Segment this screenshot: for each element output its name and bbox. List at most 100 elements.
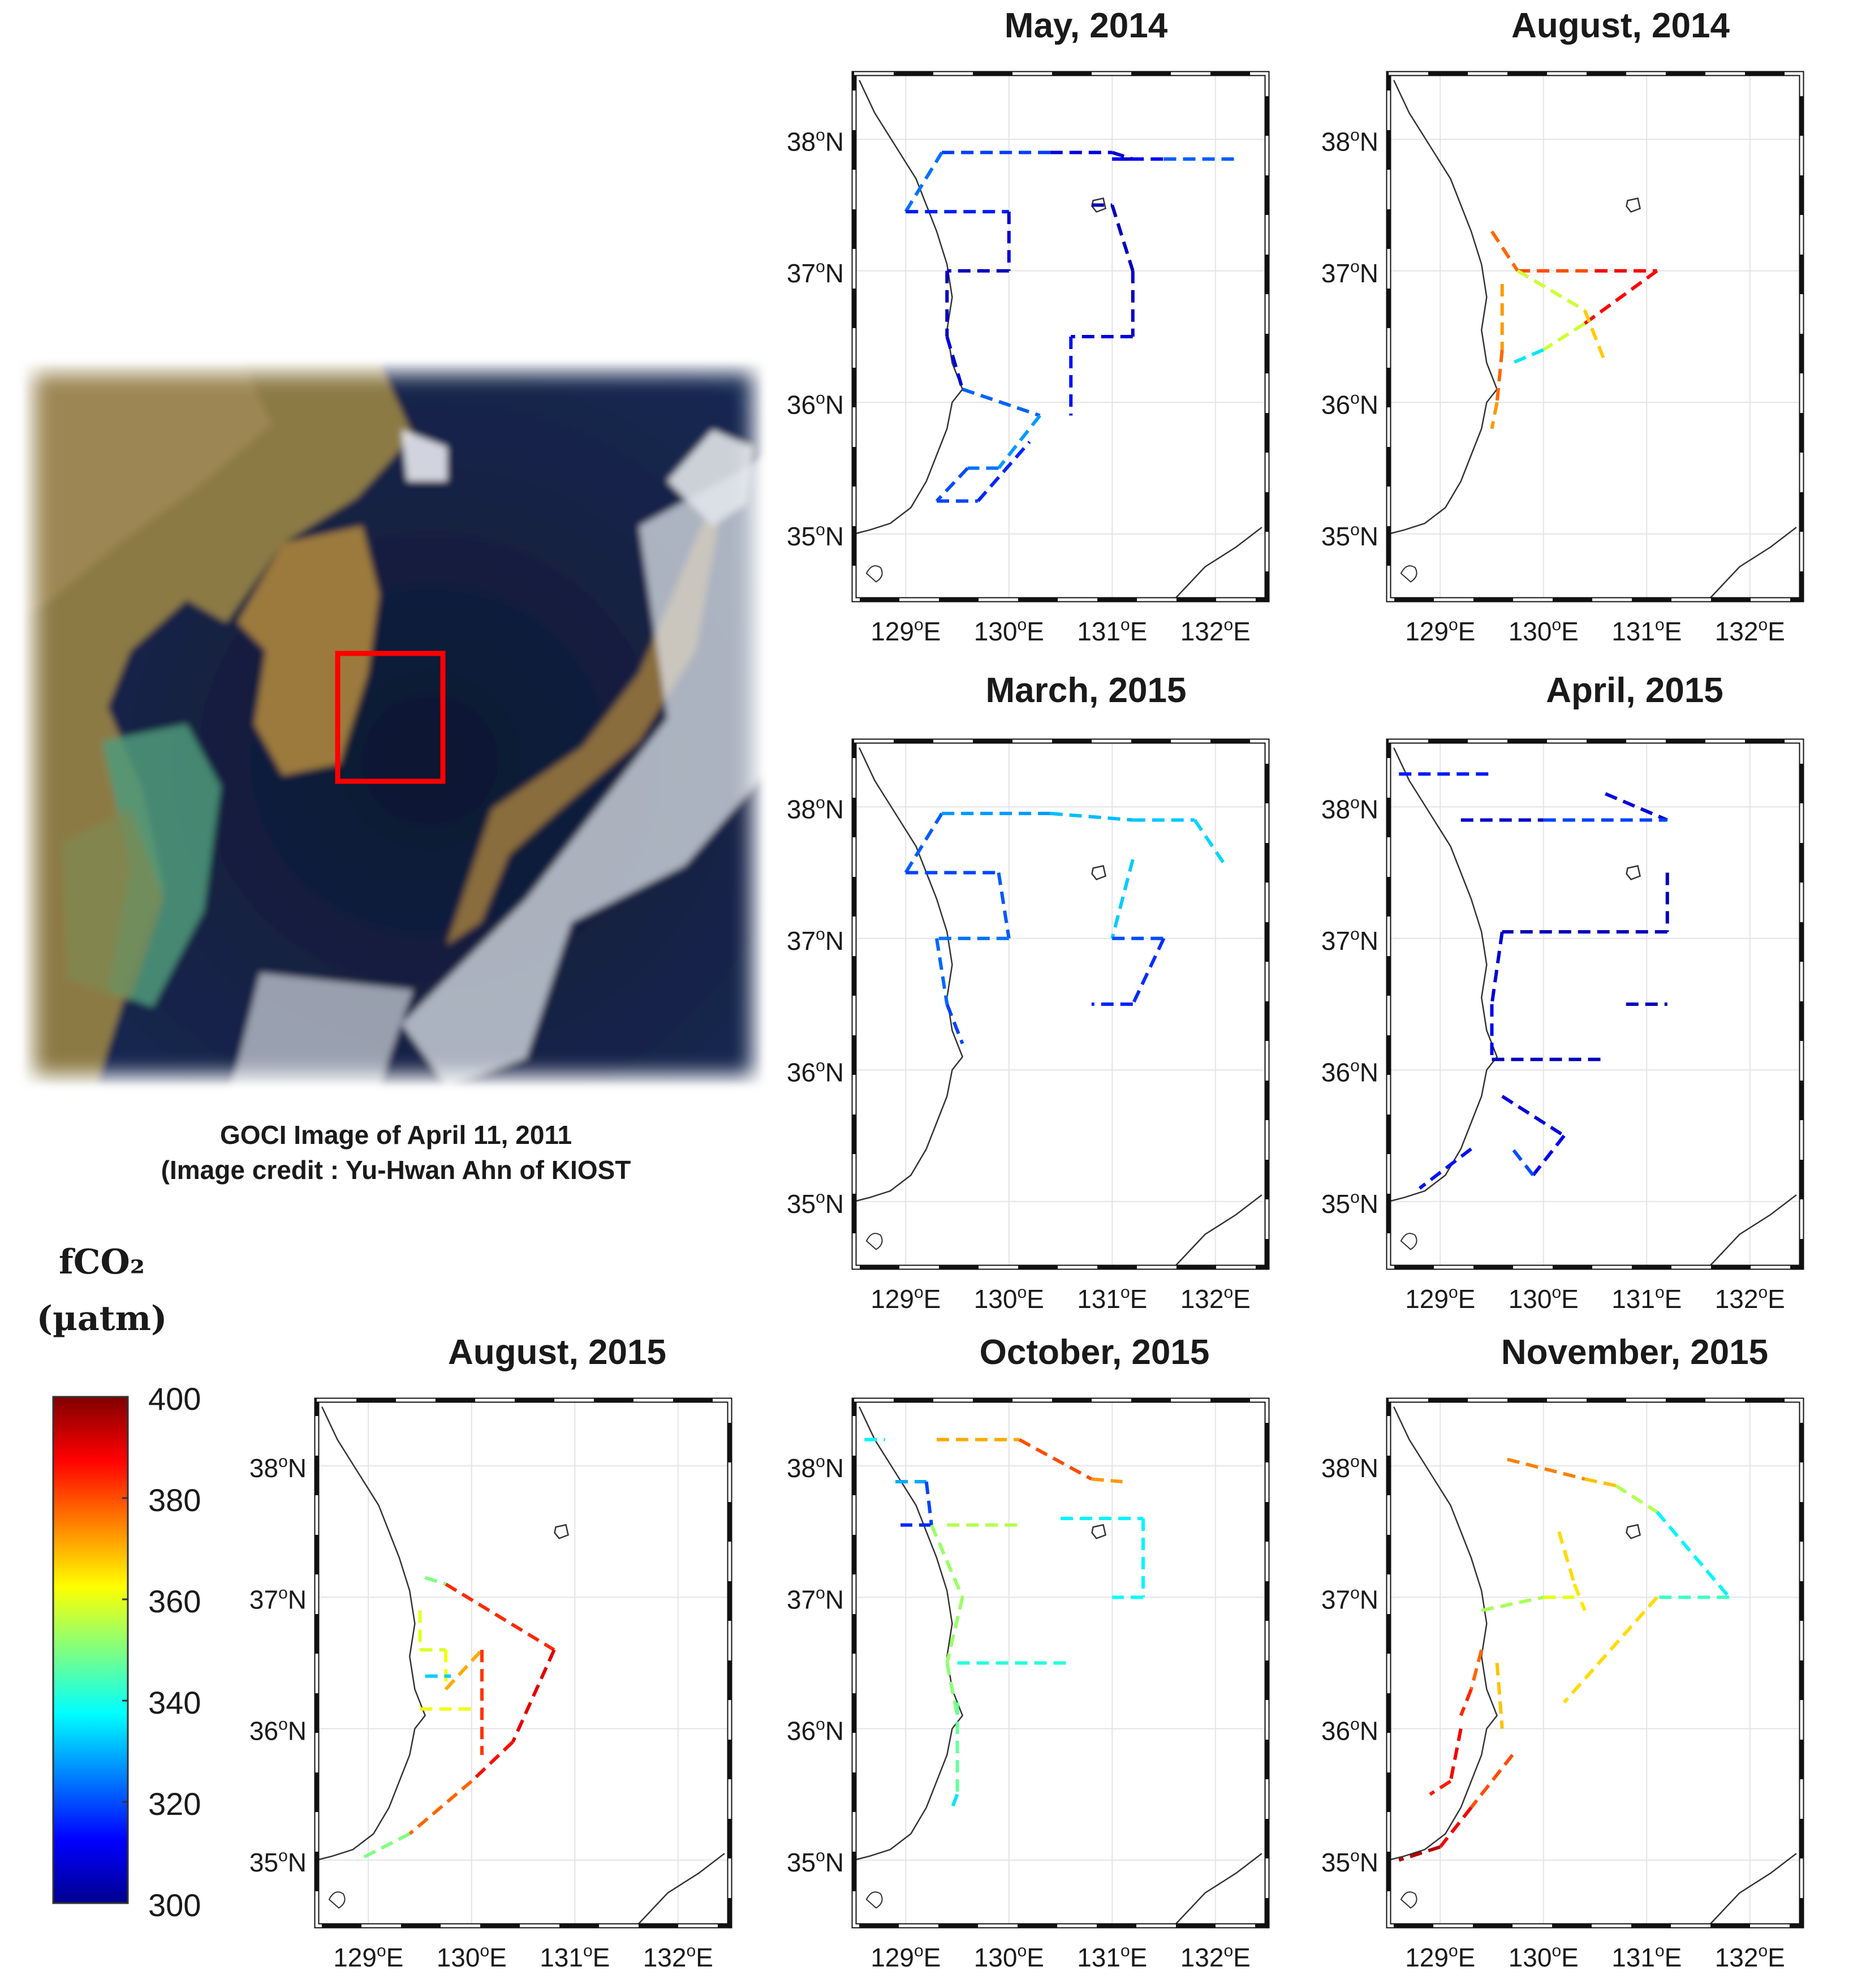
track-segment (1110, 204, 1135, 272)
study-area-box (335, 651, 446, 784)
lon-label-131: 131oE (540, 1942, 610, 1972)
map-frame (1386, 1397, 1804, 1929)
track-segment (1495, 1663, 1504, 1729)
japan-coastline (1173, 1853, 1262, 1926)
gridlines (317, 1400, 730, 1926)
panel-title-november-2015: November, 2015 (1501, 1333, 1769, 1372)
lon-label-130: 130oE (974, 1942, 1044, 1972)
map-panel-october-2015: 38oN 37oN 36oN 35oN 129oE 130oE 131oE 132oE (787, 1397, 1270, 1972)
ship-track-3 (1069, 203, 1135, 416)
lat-label-35: 35oN (1321, 1188, 1378, 1219)
map-frame-ticks (852, 739, 1269, 1269)
map-frame-ticks (1387, 1399, 1803, 1927)
track-segment (1501, 1095, 1565, 1138)
korea-coastline (1388, 80, 1498, 535)
japan-coastline (1708, 1853, 1797, 1926)
lon-label-129: 129oE (871, 1283, 941, 1314)
lat-label-38: 38oN (787, 126, 844, 156)
lat-label-38: 38oN (249, 1452, 307, 1483)
track-segment (1418, 1147, 1472, 1190)
ship-track-2 (1605, 792, 1668, 822)
track-segment (1532, 1134, 1566, 1177)
ship-track-4 (930, 1524, 964, 1716)
korea-coastline (854, 80, 964, 535)
track-segment (1110, 859, 1135, 939)
ship-track-1 (1507, 1457, 1658, 1513)
lat-label-38: 38oN (1321, 793, 1378, 824)
lon-label-131: 131oE (1077, 1283, 1147, 1314)
track-segment (945, 1003, 964, 1044)
track-segment (1511, 348, 1544, 365)
ulleung-island (554, 1524, 569, 1539)
track-segment (904, 151, 943, 213)
lon-label-132: 132oE (1715, 1942, 1785, 1972)
track-segment (1490, 931, 1504, 1005)
colorbar-quantity-label: fCO₂ (58, 1242, 145, 1282)
map-panel-march-2015: 38oN 37oN 36oN 35oN 129oE 130oE 131oE 132oE (787, 738, 1270, 1314)
lon-label-132: 132oE (1180, 616, 1251, 646)
track-segment (950, 1793, 959, 1809)
map-frame-ticks (852, 1399, 1269, 1927)
ship-track-2 (906, 210, 1011, 390)
ship-track-5 (1481, 1595, 1575, 1612)
track-segment (976, 441, 1031, 502)
track-segment (408, 1780, 473, 1835)
lat-label-38: 38oN (1321, 126, 1378, 156)
lon-label-131: 131oE (1611, 1942, 1682, 1972)
track-segment (1193, 819, 1227, 867)
lat-label-35: 35oN (787, 1188, 844, 1219)
gridlines (1389, 1400, 1802, 1926)
track-segment (470, 1740, 514, 1783)
map-frame (314, 1397, 732, 1929)
small-island (1400, 1891, 1417, 1909)
track-segment (997, 872, 1011, 939)
lat-label-35: 35oN (1321, 520, 1378, 551)
track-segment (1542, 322, 1586, 351)
colorbar-tick-360: 360 (148, 1583, 201, 1619)
ship-track-3 (1110, 859, 1164, 940)
lat-label-36: 36oN (1321, 1715, 1378, 1746)
track-segment (444, 1649, 484, 1690)
lon-label-129: 129oE (871, 616, 941, 646)
track-segment (1583, 269, 1658, 325)
lon-label-129: 129oE (1405, 1942, 1475, 1972)
map-panel-may-2014: 38oN 37oN 36oN 35oN 129oE 130oE 131oE 132oE (787, 71, 1270, 646)
track-segment (945, 1662, 959, 1716)
track-segment (1449, 1728, 1463, 1782)
track-segment (1516, 269, 1586, 312)
japan-coastline (1708, 527, 1797, 600)
track-segment (1018, 1438, 1093, 1481)
track-segment (1563, 1596, 1658, 1704)
track-segment (1584, 1477, 1617, 1487)
ship-track-4 (935, 388, 1041, 503)
image-caption-line2: (Image credit : Yu-Hwan Ahn of KIOST (161, 1155, 631, 1185)
track-segment (1111, 150, 1134, 161)
map-frame (851, 738, 1270, 1270)
lon-label-130: 130oE (1509, 616, 1579, 646)
japan-coastline (1173, 527, 1262, 600)
track-segment (1050, 811, 1133, 822)
lon-label-129: 129oE (1405, 616, 1475, 646)
track-segment (1557, 1531, 1576, 1585)
korea-coastline (854, 747, 964, 1202)
lon-label-129: 129oE (871, 1942, 941, 1972)
ulleung-island (1626, 197, 1641, 213)
track-segment (1605, 792, 1668, 822)
track-segment (1429, 1779, 1452, 1796)
track-segment (511, 1649, 556, 1743)
japan-coastline (1708, 1194, 1797, 1268)
track-segment (1481, 1595, 1544, 1612)
map-panel-august-2015: 38oN 37oN 36oN 35oN 129oE 130oE 131oE 132oE (249, 1397, 732, 1972)
track-segment (1490, 402, 1499, 429)
ulleung-island (1626, 865, 1641, 880)
colorbar-tick-300: 300 (148, 1887, 201, 1923)
lon-label-129: 129oE (1405, 1283, 1475, 1314)
lat-label-36: 36oN (787, 1056, 844, 1087)
ship-track-1 (357, 1576, 556, 1862)
track-segment (424, 1576, 447, 1586)
lon-label-131: 131oE (1611, 1283, 1682, 1314)
ship-track-7 (1495, 1663, 1504, 1729)
image-caption-line1: GOCI Image of April 11, 2011 (219, 1120, 572, 1150)
korea-coastline (316, 1406, 426, 1861)
track-segment (1470, 1649, 1484, 1690)
